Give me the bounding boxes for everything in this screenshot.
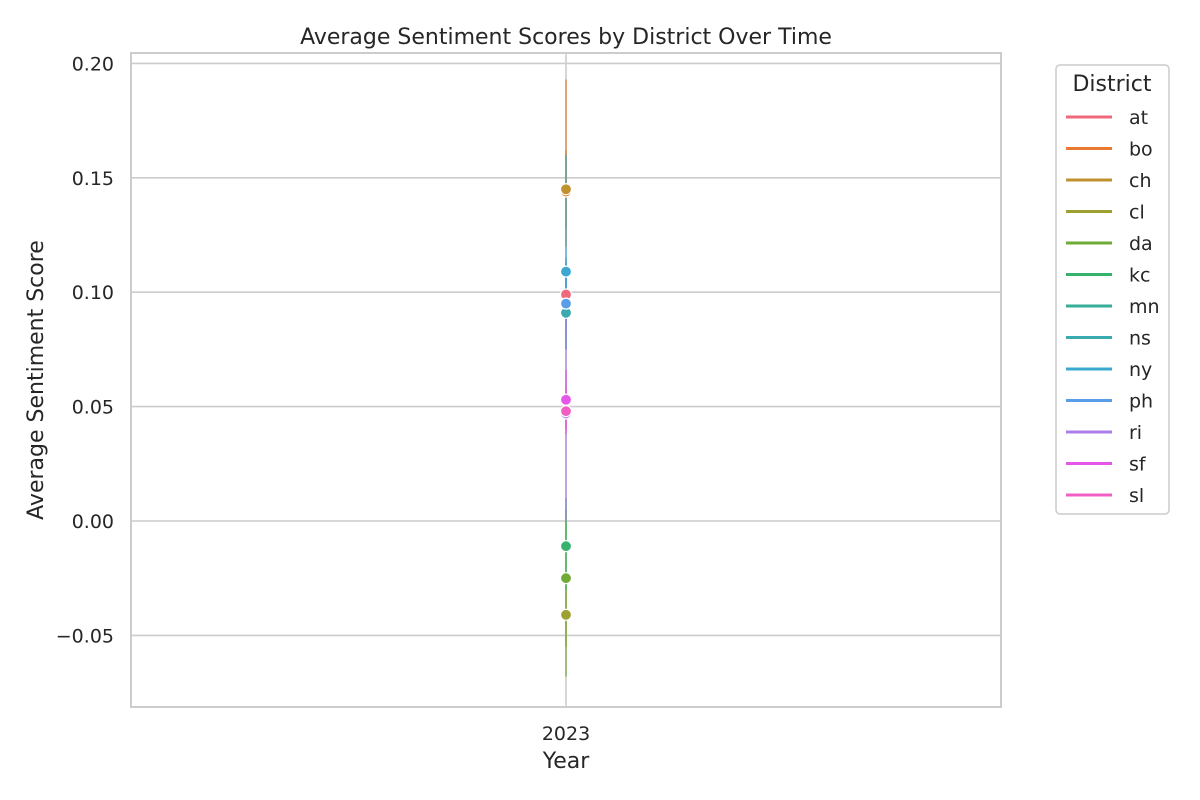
marker-sf [559,393,573,406]
legend-label-ns: ns [1129,328,1151,350]
marker-sl [559,405,573,418]
y-tick-label: −0.05 [56,625,114,647]
y-tick-label: 0.00 [72,511,114,533]
marker-ph [559,297,573,310]
legend: District at bo ch cl da kc mn ns ny ph ri sf sl [1055,64,1170,515]
marker-ny [559,265,573,278]
y-tick-label: 0.05 [72,397,114,419]
plot-frame [130,52,1002,708]
legend-label-ch: ch [1129,170,1152,192]
legend-label-ph: ph [1129,391,1153,413]
marker-da [559,572,573,585]
legend-label-sl: sl [1129,485,1144,507]
marker-kc [559,540,573,553]
legend-label-cl: cl [1129,202,1145,224]
chart-title: Average Sentiment Scores by District Ove… [300,25,832,50]
legend-label-sf: sf [1129,454,1147,476]
legend-title: District [1072,72,1151,97]
legend-label-kc: kc [1129,265,1150,287]
data-markers [559,183,573,621]
legend-label-mn: mn [1129,296,1160,318]
legend-label-ny: ny [1129,359,1152,381]
marker-cl [559,608,573,621]
y-tick-label: 0.15 [72,168,114,190]
y-ticks: −0.05 0.00 0.05 0.10 0.15 0.20 [56,53,114,647]
legend-label-bo: bo [1129,139,1153,161]
x-axis-label: Year [542,749,591,774]
y-tick-label: 0.10 [72,282,114,304]
legend-frame [1055,64,1170,515]
y-axis-label: Average Sentiment Score [24,240,49,520]
y-tick-label: 0.20 [72,53,114,75]
legend-label-ri: ri [1129,422,1142,444]
legend-items: at bo ch cl da kc mn ns ny ph ri sf sl [1066,107,1160,507]
legend-label-da: da [1129,233,1153,255]
x-ticks: 2023 [542,723,590,745]
legend-label-at: at [1129,107,1148,129]
marker-ch [559,183,573,196]
x-tick-label: 2023 [542,723,590,745]
